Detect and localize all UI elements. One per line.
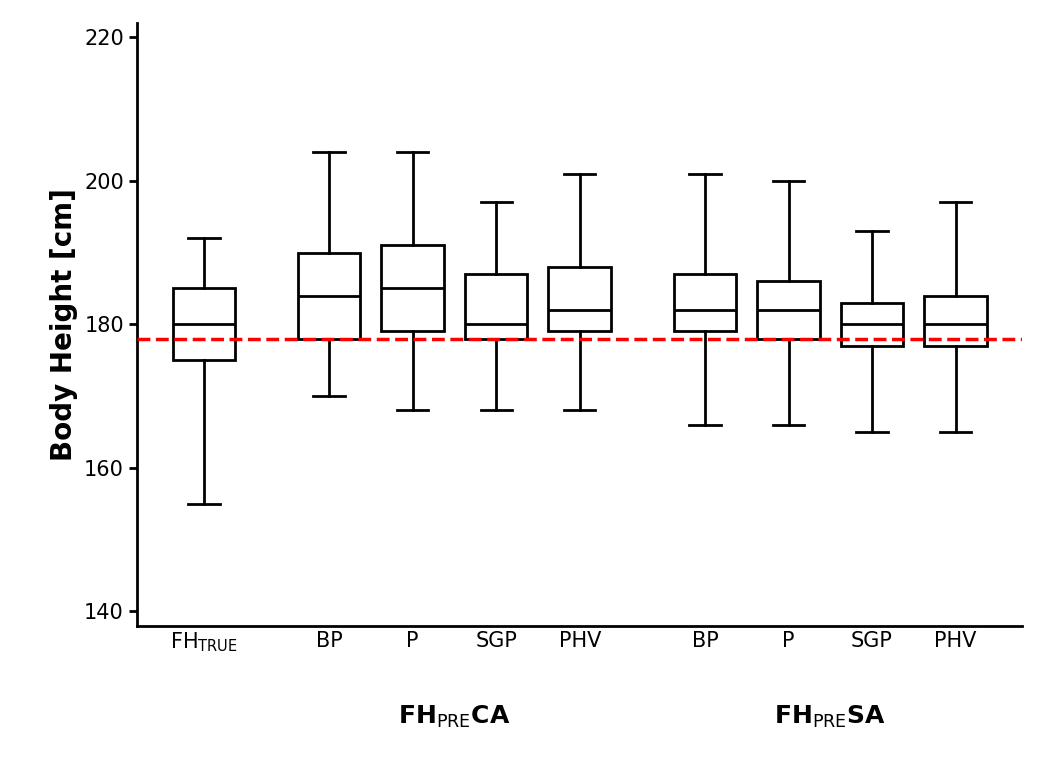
Text: FH$_{\mathrm{PRE}}$SA: FH$_{\mathrm{PRE}}$SA [775,704,886,730]
PathPatch shape [757,282,820,339]
Y-axis label: Body Height [cm]: Body Height [cm] [51,188,78,461]
PathPatch shape [548,267,611,331]
PathPatch shape [382,246,444,331]
PathPatch shape [173,288,235,360]
PathPatch shape [465,274,527,339]
PathPatch shape [674,274,737,331]
PathPatch shape [924,295,987,346]
Text: FH$_{\mathrm{PRE}}$CA: FH$_{\mathrm{PRE}}$CA [398,704,510,730]
PathPatch shape [841,303,903,346]
PathPatch shape [298,253,360,339]
